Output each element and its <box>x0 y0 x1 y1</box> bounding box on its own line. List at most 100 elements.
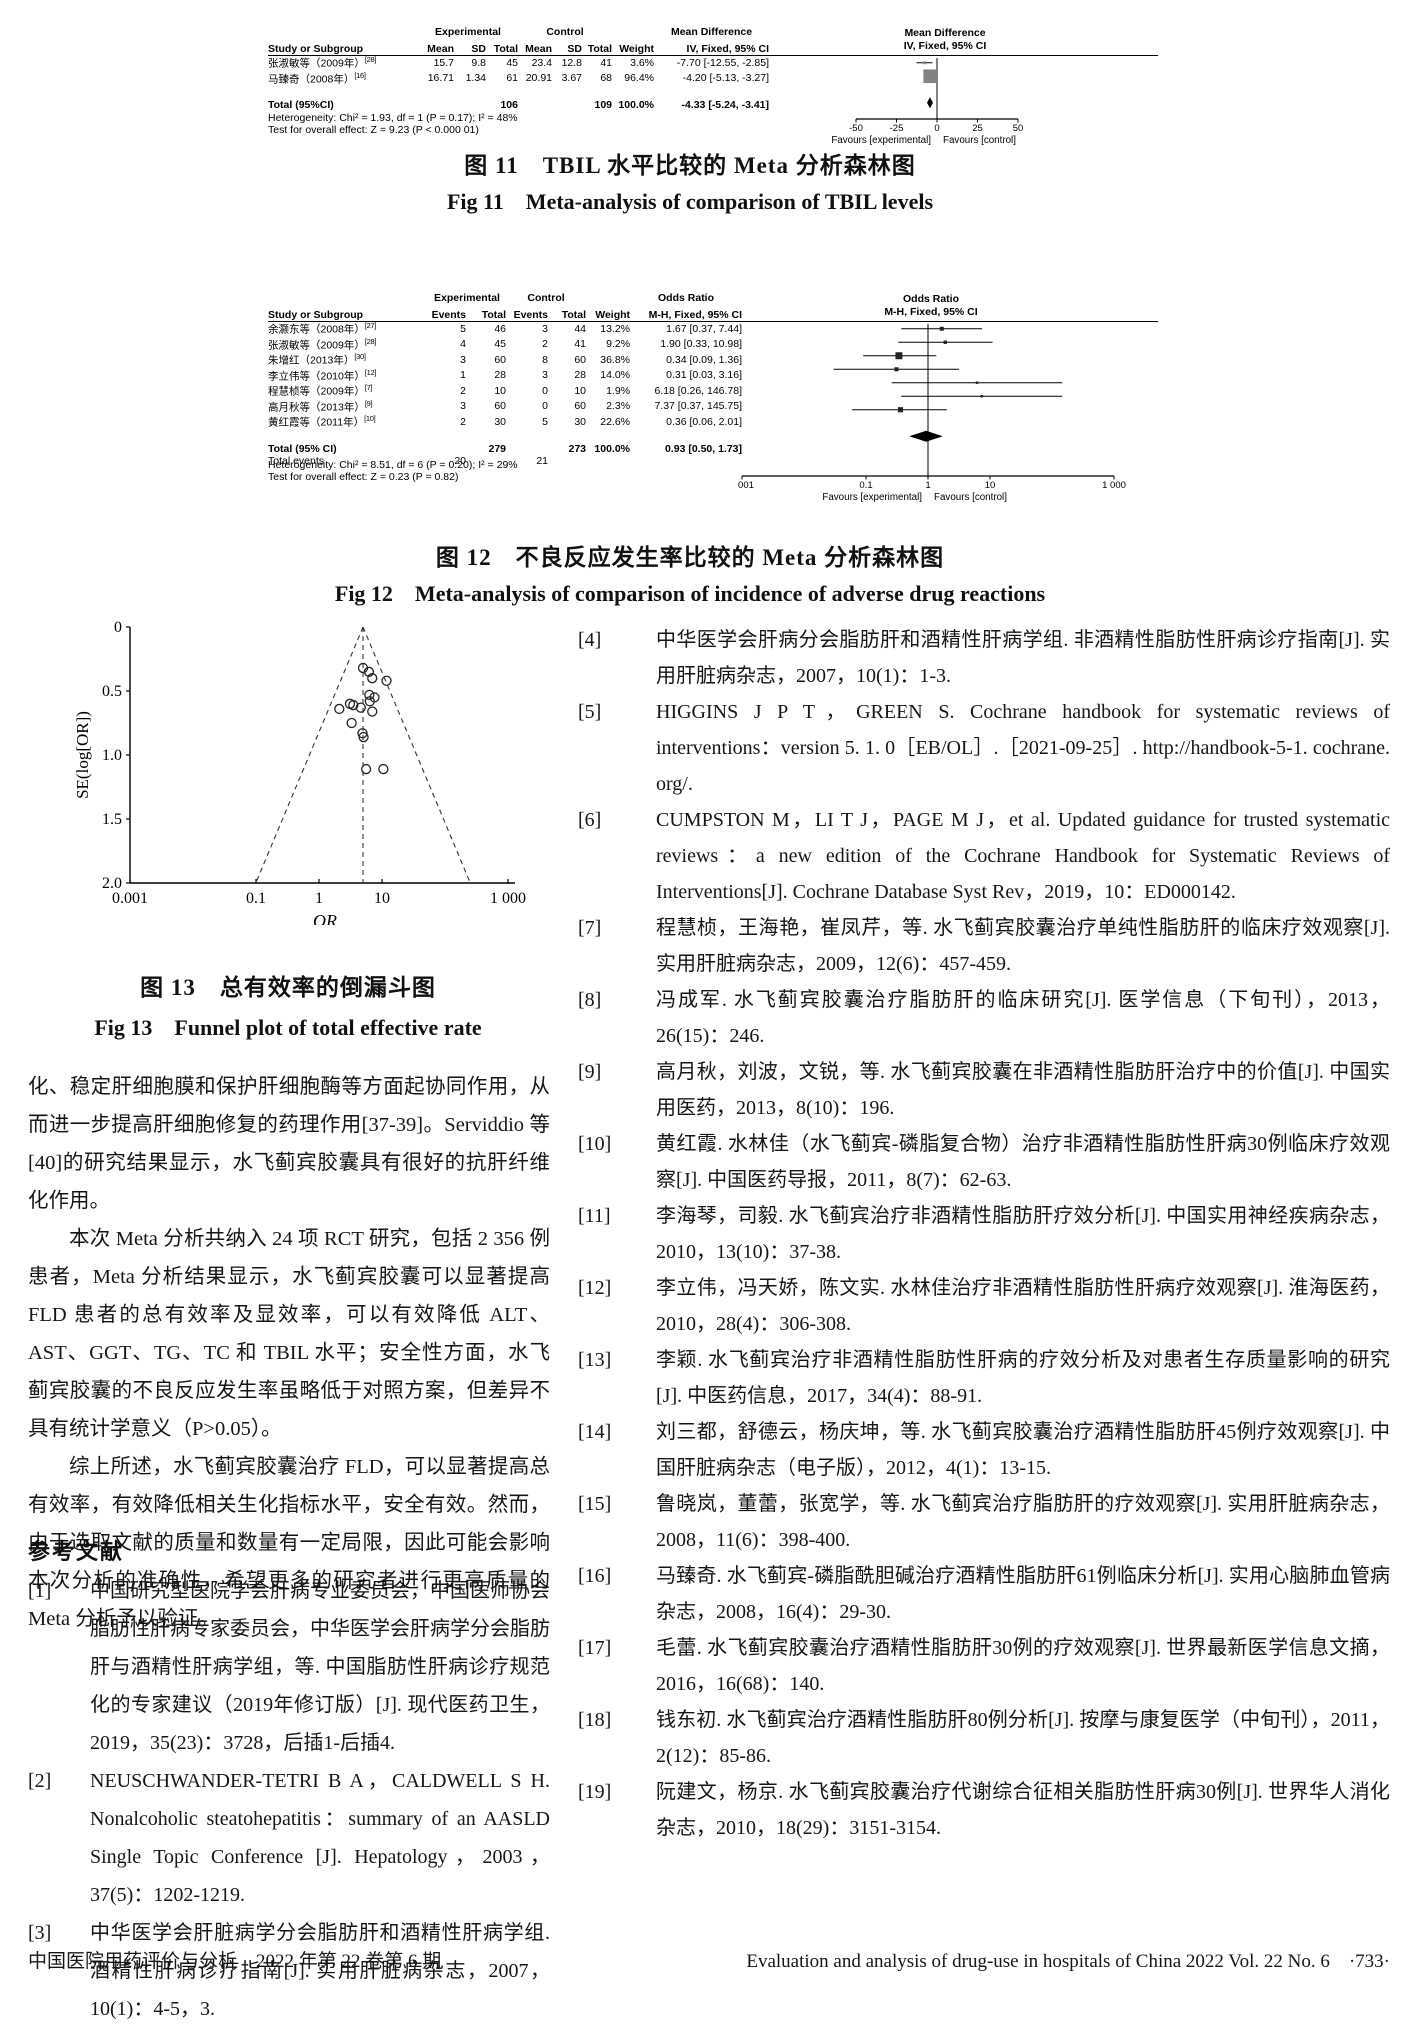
exp-total: 46 <box>494 322 507 335</box>
col-total: Total <box>493 43 518 55</box>
col-sd: SD <box>471 43 486 55</box>
figure13-caption-cn: 图 13 总有效率的倒漏斗图 <box>140 975 436 1000</box>
reference-number: [12] <box>578 1277 612 1299</box>
heterogeneity-note: Heterogeneity: Chi² = 8.51, df = 6 (P = … <box>268 459 518 471</box>
group-header-experimental: Experimental <box>435 26 501 38</box>
reference-item: [12] 李立伟，冯天娇，陈文实. 水林佳治疗非酒精性脂肪性肝病疗效观察[J].… <box>578 1270 1390 1342</box>
reference-text: 阮建文，杨京. 水飞蓟宾胶囊治疗代谢综合征相关脂肪性肝病30例[J]. 世界华人… <box>656 1781 1390 1839</box>
study-row: 张淑敏等（2009年）[28] 4 45 2 41 9.2% 1.90 [0.3… <box>268 337 742 353</box>
reference-text: 毛蕾. 水飞蓟宾胶囊治疗酒精性脂肪肝30例的疗效观察[J]. 世界最新医学信息文… <box>656 1637 1390 1695</box>
figure12-plot-header: Odds Ratio M-H, Fixed, 95% CI <box>884 293 978 318</box>
svg-text:1 000: 1 000 <box>1102 480 1126 491</box>
group-header-control: Control <box>546 26 584 38</box>
reference-item: [17] 毛蕾. 水飞蓟宾胶囊治疗酒精性脂肪肝30例的疗效观察[J]. 世界最新… <box>578 1630 1390 1702</box>
effect-estimate: -4.20 [-5.13, -3.27] <box>682 72 770 85</box>
reference-text: HIGGINS J P T，GREEN S. Cochrane handbook… <box>656 701 1390 795</box>
reference-number: [14] <box>578 1421 612 1443</box>
svg-text:-50: -50 <box>849 123 863 134</box>
effect-estimate: 0.34 [0.09, 1.36] <box>666 353 743 366</box>
exp-sd: 1.34 <box>465 72 486 85</box>
study-row: 黄红霞等（2011年）[10] 2 30 5 30 22.6% 0.36 [0.… <box>268 414 742 430</box>
figure11-caption-en: Fig 11 Meta-analysis of comparison of TB… <box>446 189 934 214</box>
weight: 14.0% <box>600 369 631 382</box>
exp-events: 5 <box>460 322 466 335</box>
col-total: Total <box>481 309 507 321</box>
col-events: Events <box>431 309 466 321</box>
ctl-events: 5 <box>542 415 549 428</box>
effect-title: Mean Difference <box>670 26 753 38</box>
header-rule <box>268 55 1158 57</box>
weight: 22.6% <box>600 415 631 428</box>
reference-item: [11] 李海琴，司毅. 水飞蓟宾治疗非酒精性脂肪肝疗效分析[J]. 中国实用神… <box>578 1198 1390 1270</box>
effect-estimate: 6.18 [0.26, 146.78] <box>654 384 743 397</box>
reference-number: [16] <box>578 1565 612 1587</box>
ctl-total: 28 <box>574 369 587 382</box>
reference-text: 黄红霞. 水林佳（水飞蓟宾-磷脂复合物）治疗非酒精性脂肪性肝病30例临床疗效观察… <box>656 1133 1390 1191</box>
svg-text:25: 25 <box>972 123 983 134</box>
figure12-forest-plot: Experimental Control Odds Ratio Study or… <box>268 290 1158 522</box>
header-rule <box>268 321 1158 323</box>
svg-text:Favours [control]: Favours [control] <box>934 492 1007 503</box>
reference-text: 马臻奇. 水飞蓟宾-磷脂酰胆碱治疗酒精性脂肪肝61例临床分析[J]. 实用心脑肺… <box>656 1565 1390 1623</box>
footer-journal-en: Evaluation and analysis of drug-use in h… <box>746 1951 1390 1972</box>
exp-total: 45 <box>494 338 507 351</box>
reference-item: [13] 李颖. 水飞蓟宾治疗非酒精性脂肪性肝病的疗效分析及对患者生存质量影响的… <box>578 1342 1390 1414</box>
svg-text:50: 50 <box>1013 123 1024 134</box>
reference-item: [14] 刘三都，舒德云，杨庆坤，等. 水飞蓟宾胶囊治疗酒精性脂肪肝45例疗效观… <box>578 1414 1390 1486</box>
study-row: 李立伟等（2010年）[12] 1 28 3 28 14.0% 0.31 [0.… <box>268 368 742 384</box>
svg-text:1 000: 1 000 <box>490 890 526 907</box>
reference-number: [1] <box>28 1580 52 1602</box>
weight: 1.9% <box>606 384 631 397</box>
exp-events: 2 <box>460 384 466 397</box>
exp-total: 60 <box>494 353 507 366</box>
figure11-plot-header: Mean Difference IV, Fixed, 95% CI <box>903 27 987 52</box>
study-row: 高月秋等（2013年）[9] 3 60 0 60 2.3% 7.37 [0.37… <box>268 399 742 415</box>
ctl-total: 60 <box>574 353 587 366</box>
reference-number: [7] <box>578 917 602 939</box>
weight: 13.2% <box>600 322 631 335</box>
reference-text: 鲁晓岚，董蕾，张宽学，等. 水飞蓟宾治疗脂肪肝的疗效观察[J]. 实用肝脏病杂志… <box>656 1493 1390 1551</box>
ctl-events: 3 <box>542 369 549 382</box>
study-name: 程慧桢等（2009年）[7] <box>268 383 373 398</box>
reference-item: [8] 冯成军. 水飞蓟宾胶囊治疗脂肪肝的临床研究[J]. 医学信息（下旬刊），… <box>578 982 1390 1054</box>
svg-text:0.001: 0.001 <box>112 890 148 907</box>
effect-estimate: 0.36 [0.06, 2.01] <box>666 415 743 428</box>
reference-text: 中国研究型医院学会肝病专业委员会，中国医师协会脂肪性肝病专家委员会，中华医学会肝… <box>90 1580 550 1754</box>
ctl-total: 10 <box>574 384 587 397</box>
exp-events: 2 <box>460 415 466 428</box>
col-weight: Weight <box>619 43 655 55</box>
study-row: 程慧桢等（2009年）[7] 2 10 0 10 1.9% 6.18 [0.26… <box>268 383 742 399</box>
col-study: Study or Subgroup <box>268 309 364 321</box>
exp-events: 3 <box>460 400 466 413</box>
footer-journal-cn: 中国医院用药评价与分析 2022 年第 22 卷第 6 期 <box>28 1951 442 1972</box>
svg-text:1: 1 <box>925 480 930 491</box>
reference-text: 中华医学会肝病分会脂肪肝和酒精性肝病学组. 非酒精性脂肪性肝病诊疗指南[J]. … <box>656 629 1390 687</box>
group-header-control: Control <box>527 292 565 304</box>
ctl-total: 44 <box>574 322 587 335</box>
reference-text: NEUSCHWANDER-TETRI B A，CALDWELL S H. Non… <box>90 1770 550 1906</box>
ctl-events: 2 <box>542 338 549 351</box>
study-name: 张淑敏等（2009年）[28] <box>268 336 377 352</box>
svg-text:0: 0 <box>934 123 939 134</box>
ctl-events: 8 <box>542 353 549 366</box>
col-total: Total <box>561 309 587 321</box>
svg-text:0.001: 0.001 <box>738 480 754 491</box>
study-name: 李立伟等（2010年）[12] <box>268 367 377 383</box>
study-name: 朱增红（2013年）[30] <box>268 352 366 367</box>
figure11-plot-canvas: -50 -25 0 25 50 Favours [experimental] Favours… <box>831 58 1024 146</box>
references-left: [1] 中国研究型医院学会肝病专业委员会，中国医师协会脂肪性肝病专家委员会，中华… <box>28 1572 550 2028</box>
svg-text:1.5: 1.5 <box>102 811 122 828</box>
col-sd: SD <box>567 43 582 55</box>
reference-item: [7] 程慧桢，王海艳，崔凤芹，等. 水飞蓟宾胶囊治疗单纯性脂肪肝的临床疗效观察… <box>578 910 1390 982</box>
ctl-events: 0 <box>542 384 549 397</box>
group-header-experimental: Experimental <box>434 292 500 304</box>
ctl-total: 41 <box>574 338 587 351</box>
figure12-table: Experimental Control Odds Ratio Study or… <box>268 290 742 467</box>
reference-number: [9] <box>578 1061 602 1083</box>
svg-text:1: 1 <box>315 890 323 907</box>
ctl-mean: 20.91 <box>525 72 552 85</box>
effect-estimate: 7.37 [0.37, 145.75] <box>654 400 743 413</box>
svg-text:0: 0 <box>114 619 122 636</box>
reference-item: [5] HIGGINS J P T，GREEN S. Cochrane hand… <box>578 694 1390 802</box>
ctl-total: 68 <box>600 72 613 85</box>
